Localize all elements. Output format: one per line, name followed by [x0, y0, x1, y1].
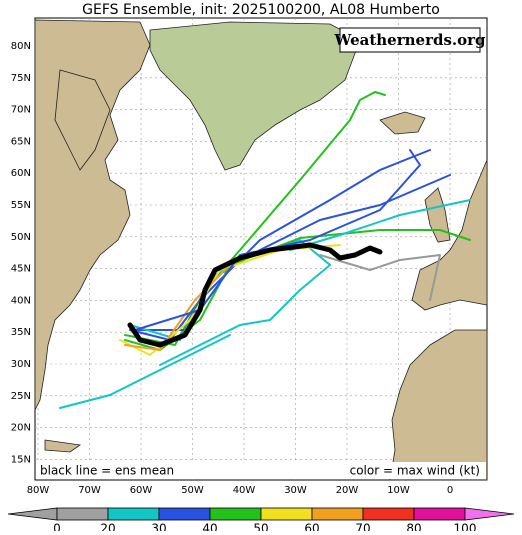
lon-label: 10W: [387, 485, 410, 496]
colorbar-label: 0: [53, 522, 61, 532]
colorbar-segment: [362, 507, 415, 521]
lat-label: 30N: [11, 359, 31, 370]
lat-label: 55N: [11, 200, 31, 211]
lat-label: 45N: [11, 264, 31, 275]
colorbar-segment: [158, 507, 211, 521]
annotation: color = max wind (kt): [350, 464, 480, 478]
lat-label: 75N: [11, 73, 31, 84]
lat-label: 15N: [11, 454, 31, 465]
europe: [411, 159, 488, 311]
lon-label: 60W: [130, 485, 153, 496]
colorbar: 0 20 30 40 50 60 70 80 100: [7, 507, 515, 535]
colorbar-label: 30: [151, 522, 166, 532]
map-area: Weathernerds.org black line = ens mean c…: [34, 17, 488, 481]
colorbar-segment: [209, 507, 262, 521]
logo: Weathernerds.org: [333, 31, 486, 49]
colorbar-label: 20: [100, 522, 115, 532]
lat-label: 70N: [11, 105, 31, 116]
colorbar-end: [7, 507, 58, 521]
ensemble-mean-track: [127, 242, 383, 348]
lat-label: 60N: [11, 168, 31, 179]
colorbar-end: [464, 507, 515, 521]
colorbar-label: 100: [454, 522, 477, 532]
track: [124, 91, 386, 346]
lat-label: 25N: [11, 391, 31, 402]
baffin-labrador: [54, 69, 111, 171]
lon-label: 30W: [284, 485, 307, 496]
british-isles: [424, 187, 451, 243]
cuba: [44, 439, 82, 453]
colorbar-segment: [311, 507, 364, 521]
axis-labels: 80N 75N 70N 65N 60N 55N 50N 45N 40N 35N 30N 25N 20N 1…: [11, 41, 453, 496]
lon-label: 20W: [336, 485, 359, 496]
lat-label: 40N: [11, 295, 31, 306]
lon-label: 50W: [181, 485, 204, 496]
lon-label: 80W: [27, 485, 50, 496]
colorbar-label: 60: [304, 522, 319, 532]
colorbar-label: 50: [253, 522, 268, 532]
track: [319, 254, 441, 301]
colorbar-label: 40: [202, 522, 217, 532]
title: GEFS Ensemble, init: 2025100200, AL08 Hu…: [82, 2, 440, 18]
colorbar-segment: [260, 507, 313, 521]
legend-strip: [36, 462, 486, 479]
annotation: black line = ens mean: [40, 464, 174, 478]
lat-label: 35N: [11, 327, 31, 338]
track: [289, 199, 471, 251]
lat-label: 65N: [11, 136, 31, 147]
colorbar-label: 80: [406, 522, 421, 532]
colorbar-label: 70: [355, 522, 370, 532]
colorbar-segment: [56, 507, 109, 521]
logo-box: [339, 27, 481, 53]
colorbar-segment: [107, 507, 160, 521]
africa: [389, 329, 488, 481]
lon-label: 40W: [233, 485, 256, 496]
lat-label: 50N: [11, 232, 31, 243]
colorbar-segment: [413, 507, 466, 521]
track: [59, 334, 231, 409]
lat-label: 80N: [11, 41, 31, 52]
lon-label: 0: [447, 485, 453, 496]
lon-label: 70W: [78, 485, 101, 496]
lat-label: 20N: [11, 423, 31, 434]
iceland: [379, 111, 426, 135]
